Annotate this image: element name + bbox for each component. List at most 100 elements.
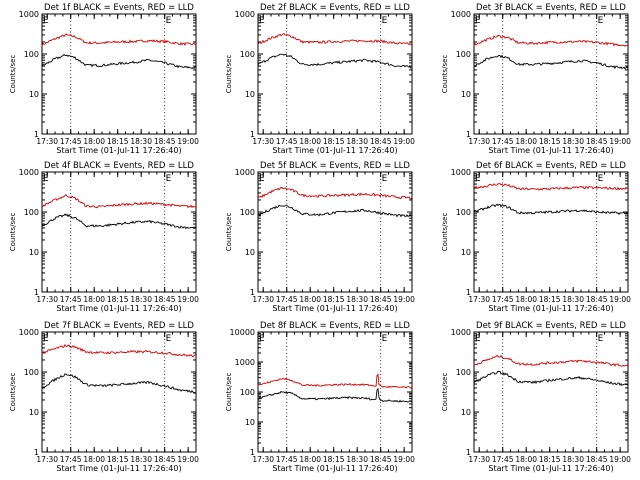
events-rate-line	[473, 54, 629, 70]
lld-rate-line	[257, 33, 413, 46]
y-axis-label: Counts/sec	[9, 213, 17, 252]
plot-frame	[473, 171, 629, 293]
x-tick-label: 18:00	[515, 295, 537, 304]
x-tick-label: 18:00	[515, 137, 537, 146]
y-tick-label: 10000	[230, 328, 255, 337]
y-tick-label: 1000	[235, 10, 255, 19]
x-tick-label: 19:00	[177, 455, 199, 464]
chart-title: Det 9f BLACK = Events, RED = LLD	[476, 321, 626, 331]
event-marker-label: E	[259, 16, 265, 26]
x-axis-label: Start Time (01-Jul-11 17:26:40)	[488, 464, 613, 473]
chart-panel-8: Det 8f BLACK = Events, RED = LLD 1 10 100 10…	[225, 321, 415, 473]
x-tick-label: 19:00	[609, 455, 631, 464]
y-tick-label: 100	[240, 50, 255, 59]
x-tick-label: 18:15	[107, 295, 129, 304]
lld-rate-line	[41, 193, 197, 209]
event-marker-label: E	[598, 16, 604, 26]
chart-title: Det 2f BLACK = Events, RED = LLD	[260, 3, 410, 13]
x-tick-label: 17:30	[252, 455, 274, 464]
y-tick-label: 1000	[235, 358, 255, 367]
x-tick-label: 18:45	[370, 295, 392, 304]
x-axis-label: Start Time (01-Jul-11 17:26:40)	[272, 464, 397, 473]
lld-rate-line	[41, 343, 197, 358]
y-tick-label: 1000	[19, 10, 39, 19]
plot-frame	[257, 171, 413, 293]
event-marker-label: E	[166, 334, 172, 344]
y-tick-label: 1	[34, 130, 39, 139]
y-tick-label: 100	[24, 368, 39, 377]
x-tick-label: 18:30	[346, 137, 368, 146]
event-marker-label: E	[475, 174, 481, 184]
x-axis-label: Start Time (01-Jul-11 17:26:40)	[56, 146, 181, 155]
y-axis-label: Counts/sec	[441, 55, 449, 94]
chart-panel-9: Det 9f BLACK = Events, RED = LLD 1 10 100 10…	[441, 321, 631, 473]
x-tick-label: 18:45	[154, 137, 176, 146]
x-tick-label: 19:00	[393, 295, 415, 304]
y-axis-label: Counts/sec	[441, 373, 449, 412]
x-tick-label: 17:30	[36, 455, 58, 464]
lld-rate-line	[257, 373, 413, 390]
y-tick-label: 10	[29, 248, 39, 257]
x-tick-label: 18:00	[299, 137, 321, 146]
x-tick-label: 18:45	[586, 295, 608, 304]
x-tick-label: 17:45	[60, 295, 82, 304]
x-tick-label: 17:45	[492, 295, 514, 304]
x-tick-label: 19:00	[609, 295, 631, 304]
x-tick-label: 19:00	[177, 137, 199, 146]
chart-panel-6: Det 6f BLACK = Events, RED = LLD 1 10 100 10…	[441, 161, 631, 313]
x-tick-label: 18:15	[539, 455, 561, 464]
x-tick-label: 18:30	[562, 295, 584, 304]
chart-panel-3: Det 3f BLACK = Events, RED = LLD 1 10 100 10…	[441, 3, 631, 155]
x-axis-label: Start Time (01-Jul-11 17:26:40)	[56, 464, 181, 473]
plot-frame	[257, 13, 413, 135]
x-tick-label: 19:00	[393, 137, 415, 146]
chart-title: Det 4f BLACK = Events, RED = LLD	[44, 161, 194, 171]
x-tick-label: 18:00	[299, 295, 321, 304]
x-tick-label: 17:45	[60, 455, 82, 464]
y-tick-label: 1	[34, 448, 39, 457]
x-tick-label: 17:30	[36, 137, 58, 146]
x-tick-label: 19:00	[609, 137, 631, 146]
event-marker-label: E	[43, 174, 49, 184]
y-tick-label: 1	[250, 130, 255, 139]
y-tick-label: 10	[29, 408, 39, 417]
x-tick-label: 18:15	[323, 295, 345, 304]
chart-panel-1: Det 1f BLACK = Events, RED = LLD 1 10 100 10…	[9, 3, 199, 155]
x-tick-label: 18:30	[562, 455, 584, 464]
event-marker-label: E	[166, 16, 172, 26]
x-tick-label: 17:30	[468, 137, 490, 146]
y-tick-label: 1	[250, 448, 255, 457]
x-tick-label: 17:30	[36, 295, 58, 304]
x-tick-label: 18:30	[346, 295, 368, 304]
x-tick-label: 17:45	[492, 455, 514, 464]
event-marker-label: E	[259, 174, 265, 184]
chart-title: Det 7f BLACK = Events, RED = LLD	[44, 321, 194, 331]
x-axis-label: Start Time (01-Jul-11 17:26:40)	[488, 146, 613, 155]
event-marker-label: E	[382, 16, 388, 26]
y-axis-label: Counts/sec	[225, 213, 233, 252]
x-tick-label: 18:15	[107, 455, 129, 464]
x-tick-label: 18:45	[370, 455, 392, 464]
x-tick-label: 18:15	[323, 455, 345, 464]
chart-title: Det 5f BLACK = Events, RED = LLD	[260, 161, 410, 171]
chart-title: Det 6f BLACK = Events, RED = LLD	[476, 161, 626, 171]
event-marker-label: E	[598, 334, 604, 344]
x-axis-label: Start Time (01-Jul-11 17:26:40)	[56, 304, 181, 313]
x-axis-label: Start Time (01-Jul-11 17:26:40)	[272, 146, 397, 155]
event-marker-label: E	[43, 16, 49, 26]
x-tick-label: 18:30	[562, 137, 584, 146]
x-tick-label: 18:30	[130, 455, 152, 464]
x-tick-label: 17:45	[276, 137, 298, 146]
events-rate-line	[41, 213, 197, 230]
x-tick-label: 17:30	[468, 295, 490, 304]
lld-rate-line	[473, 354, 629, 367]
event-marker-label: E	[475, 334, 481, 344]
chart-panel-7: Det 7f BLACK = Events, RED = LLD 1 10 100 10…	[9, 321, 199, 473]
y-tick-label: 10	[245, 248, 255, 257]
lld-rate-line	[473, 34, 629, 47]
y-tick-label: 10	[29, 90, 39, 99]
y-tick-label: 100	[240, 208, 255, 217]
y-tick-label: 1000	[235, 168, 255, 177]
x-tick-label: 18:00	[83, 455, 105, 464]
